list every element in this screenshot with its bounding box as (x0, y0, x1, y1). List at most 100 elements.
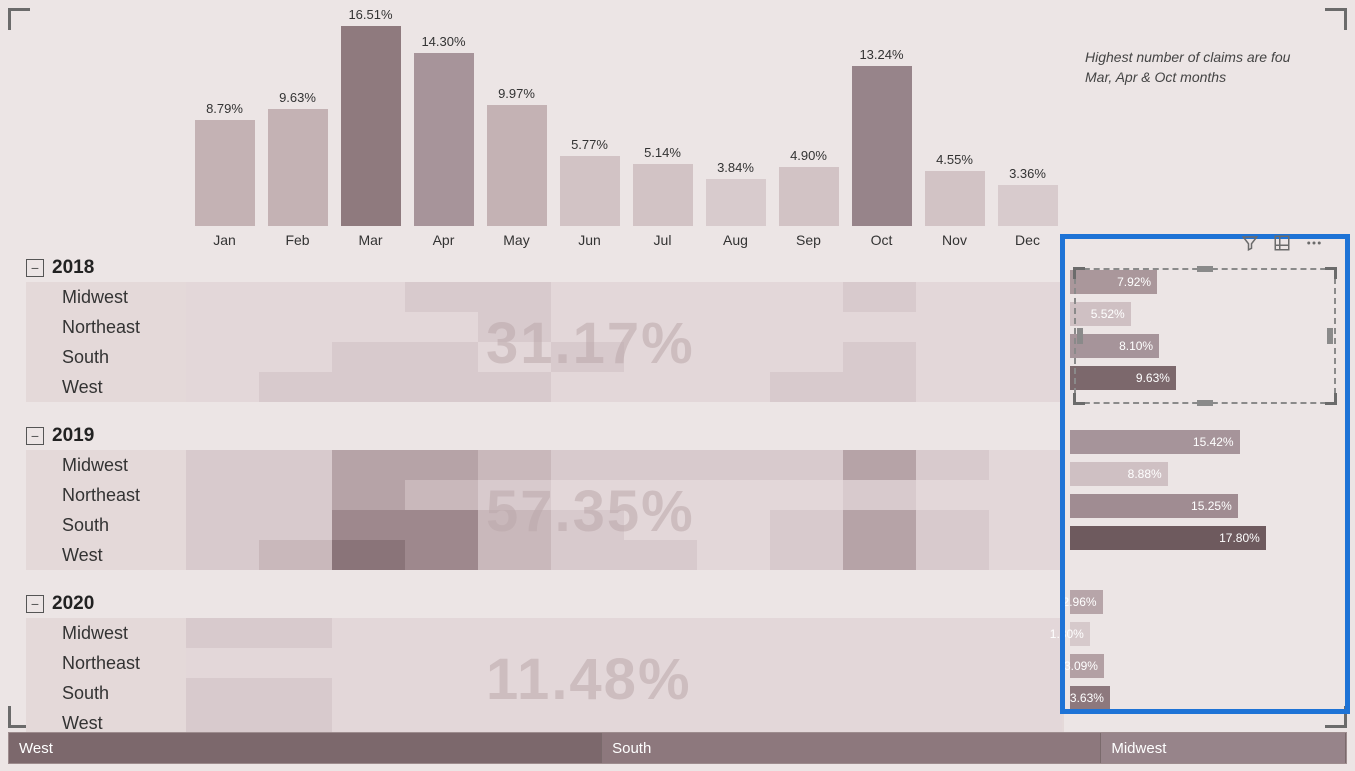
heat-cell[interactable] (697, 282, 770, 312)
heat-cell[interactable] (697, 372, 770, 402)
heat-cell[interactable] (697, 342, 770, 372)
heat-cell[interactable] (843, 678, 916, 708)
heat-cell[interactable] (405, 648, 478, 678)
heat-cell[interactable] (843, 618, 916, 648)
heat-cell[interactable] (332, 480, 405, 510)
heat-cell[interactable] (259, 480, 332, 510)
heat-cell[interactable] (405, 450, 478, 480)
heat-cell[interactable] (405, 510, 478, 540)
heat-cell[interactable] (332, 450, 405, 480)
heat-cell[interactable] (332, 282, 405, 312)
heat-cell[interactable] (332, 342, 405, 372)
heat-cell[interactable] (916, 450, 989, 480)
heat-cell[interactable] (332, 540, 405, 570)
heat-cell[interactable] (332, 678, 405, 708)
heat-cell[interactable] (405, 372, 478, 402)
filter-icon[interactable] (1241, 234, 1259, 257)
bar-rect[interactable] (268, 109, 328, 226)
heat-cell[interactable] (551, 342, 624, 372)
collapse-button-2018[interactable]: − (26, 259, 44, 277)
heat-cell[interactable] (478, 678, 551, 708)
heat-cell[interactable] (478, 450, 551, 480)
heat-cell[interactable] (989, 282, 1062, 312)
heat-cell[interactable] (259, 312, 332, 342)
heat-cell[interactable] (989, 678, 1062, 708)
heat-cell[interactable] (186, 372, 259, 402)
heat-cell[interactable] (186, 282, 259, 312)
heat-cell[interactable] (989, 510, 1062, 540)
year-label[interactable]: 2020 (52, 593, 94, 615)
side-bar[interactable]: 3.63% (1070, 686, 1110, 710)
bar-rect[interactable] (706, 179, 766, 226)
side-bar[interactable]: 1.80% (1070, 622, 1090, 646)
side-bar[interactable]: 17.80% (1070, 526, 1266, 550)
heat-cell[interactable] (405, 678, 478, 708)
heat-cell[interactable] (916, 678, 989, 708)
heat-cell[interactable] (332, 372, 405, 402)
region-label[interactable]: Northeast (26, 653, 186, 674)
region-label[interactable]: Northeast (26, 485, 186, 506)
bar-mar[interactable]: 16.51%Mar (334, 7, 407, 226)
heat-cell[interactable] (259, 678, 332, 708)
region-label[interactable]: South (26, 347, 186, 368)
heat-cell[interactable] (478, 648, 551, 678)
heat-cell[interactable] (186, 510, 259, 540)
heat-cell[interactable] (332, 618, 405, 648)
heat-cell[interactable] (405, 342, 478, 372)
heat-cell[interactable] (405, 480, 478, 510)
heat-cell[interactable] (916, 618, 989, 648)
region-label[interactable]: West (26, 545, 186, 566)
bar-rect[interactable] (998, 185, 1058, 226)
collapse-button-2019[interactable]: − (26, 427, 44, 445)
heat-cell[interactable] (989, 450, 1062, 480)
heat-cell[interactable] (478, 282, 551, 312)
heat-cell[interactable] (478, 342, 551, 372)
heat-cell[interactable] (259, 618, 332, 648)
heat-cell[interactable] (916, 480, 989, 510)
bar-rect[interactable] (852, 66, 912, 226)
more-icon[interactable] (1305, 234, 1323, 257)
matrix-row-northeast[interactable]: Northeast (26, 648, 1064, 678)
heat-cell[interactable] (697, 648, 770, 678)
region-label[interactable]: South (26, 515, 186, 536)
heat-cell[interactable] (843, 648, 916, 678)
heat-cell[interactable] (478, 540, 551, 570)
heat-cell[interactable] (405, 540, 478, 570)
heat-cell[interactable] (186, 540, 259, 570)
heat-cell[interactable] (259, 540, 332, 570)
heat-cell[interactable] (259, 342, 332, 372)
heat-cell[interactable] (624, 678, 697, 708)
heat-cell[interactable] (332, 510, 405, 540)
heat-cell[interactable] (551, 480, 624, 510)
heat-cell[interactable] (624, 450, 697, 480)
heat-cell[interactable] (551, 282, 624, 312)
heat-cell[interactable] (478, 312, 551, 342)
heat-cell[interactable] (916, 648, 989, 678)
visual-toolbar[interactable] (1241, 234, 1323, 257)
heat-cell[interactable] (624, 312, 697, 342)
bar-jun[interactable]: 5.77%Jun (553, 137, 626, 226)
heat-cell[interactable] (697, 450, 770, 480)
heat-cell[interactable] (624, 372, 697, 402)
heat-cell[interactable] (186, 312, 259, 342)
region-label[interactable]: South (26, 683, 186, 704)
side-bar[interactable]: 2.96% (1070, 590, 1103, 614)
heat-cell[interactable] (989, 648, 1062, 678)
heat-cell[interactable] (186, 450, 259, 480)
heat-cell[interactable] (624, 282, 697, 312)
heat-cell[interactable] (259, 282, 332, 312)
heat-cell[interactable] (478, 372, 551, 402)
region-side-bars[interactable]: 7.92%5.52%8.10%9.63%15.42%8.88%15.25%17.… (1070, 270, 1350, 750)
heat-cell[interactable] (916, 342, 989, 372)
year-label[interactable]: 2018 (52, 257, 94, 279)
heat-cell[interactable] (916, 372, 989, 402)
heat-cell[interactable] (478, 480, 551, 510)
heat-cell[interactable] (770, 648, 843, 678)
heat-cell[interactable] (843, 480, 916, 510)
side-bar[interactable]: 8.10% (1070, 334, 1159, 358)
heat-cell[interactable] (843, 372, 916, 402)
heat-cell[interactable] (697, 510, 770, 540)
year-label[interactable]: 2019 (52, 425, 94, 447)
matrix-row-midwest[interactable]: Midwest (26, 618, 1064, 648)
heat-cell[interactable] (551, 510, 624, 540)
